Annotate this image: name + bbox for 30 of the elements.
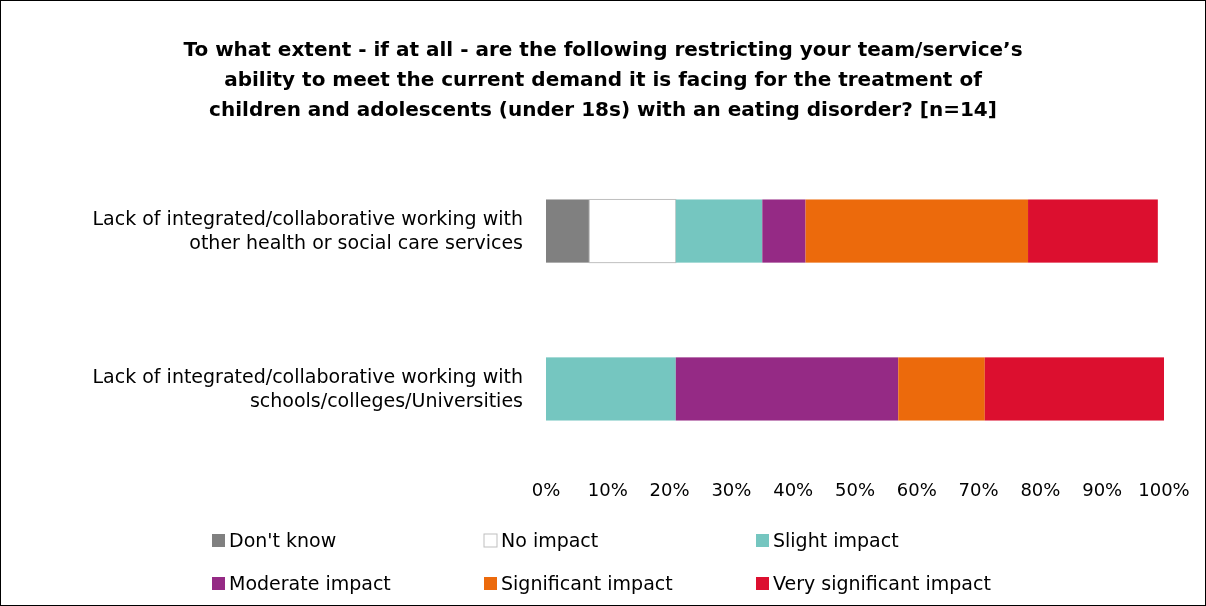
bar bbox=[588, 198, 677, 264]
bar bbox=[546, 199, 590, 263]
bar bbox=[546, 357, 676, 421]
bar bbox=[762, 199, 806, 263]
x-tick-label: 60% bbox=[896, 479, 937, 500]
y-tick-label: Lack of integrated/collaborative working with other health or social care services bbox=[92, 206, 523, 253]
bar bbox=[984, 357, 1164, 421]
legend-label: Slight impact bbox=[773, 528, 899, 551]
bar bbox=[1028, 199, 1158, 263]
bar bbox=[675, 199, 763, 263]
x-tick-label: 0% bbox=[531, 479, 561, 500]
x-tick-label: 40% bbox=[773, 479, 814, 500]
x-tick-label: 70% bbox=[958, 479, 999, 500]
x-tick-label: 100% bbox=[1138, 479, 1190, 500]
legend-label: No impact bbox=[501, 528, 599, 551]
x-tick-label: 80% bbox=[1020, 479, 1061, 500]
legend-label: Moderate impact bbox=[229, 571, 391, 594]
x-tick-label: 20% bbox=[649, 479, 690, 500]
bar bbox=[898, 357, 985, 421]
legend-label: Don't know bbox=[229, 528, 337, 551]
legend-label: Very significant impact bbox=[773, 571, 991, 594]
x-tick-label: 10% bbox=[587, 479, 628, 500]
y-tick-label: Lack of integrated/collaborative working with schools/colleges/Universities bbox=[92, 364, 523, 411]
bar bbox=[805, 199, 1029, 263]
bar bbox=[675, 357, 899, 421]
x-tick-label: 30% bbox=[711, 479, 752, 500]
x-tick-label: 50% bbox=[834, 479, 876, 500]
legend-label: Significant impact bbox=[501, 571, 673, 594]
x-tick-label: 90% bbox=[1082, 479, 1123, 500]
chart-title: To what extent - if at all - are the following restricting your team/service’s ability to meet the current demand it is facing for the treatment of children and adolescents (under 18s) with an eating disorder? [n=14] bbox=[183, 37, 1023, 121]
